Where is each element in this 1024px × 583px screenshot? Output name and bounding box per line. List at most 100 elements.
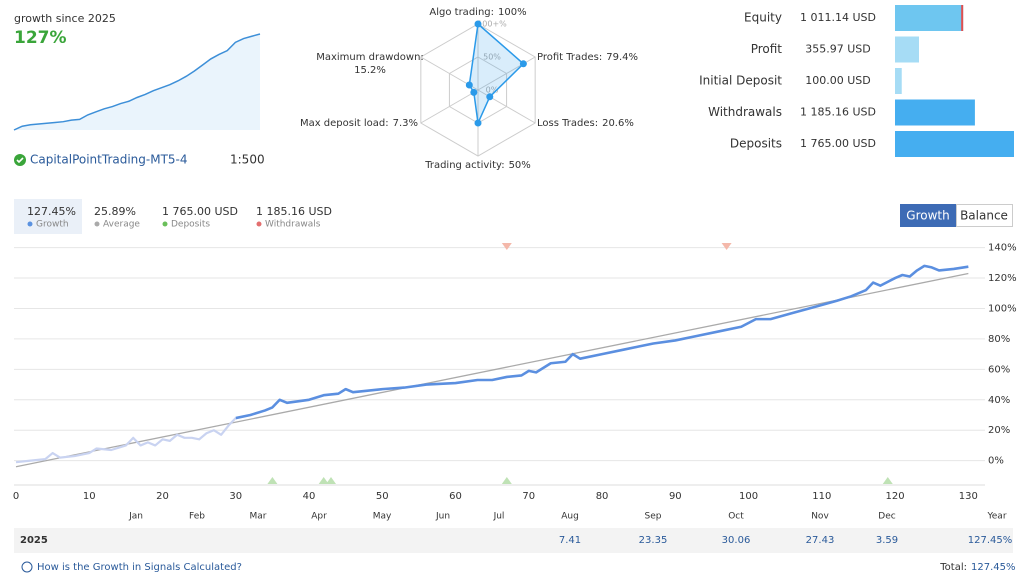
table-column: Jun (435, 512, 450, 522)
table-column: Mar (250, 512, 267, 522)
table-column: Apr (311, 512, 327, 522)
radar-point (519, 60, 527, 68)
help-link[interactable]: How is the Growth in Signals Calculated? (37, 562, 242, 573)
total-value: 127.45% (971, 562, 1016, 573)
radar-label: Maximum drawdown: 15.2% (316, 52, 424, 76)
growth-line (235, 264, 969, 420)
legend-dot (162, 221, 168, 227)
legend-dot (27, 221, 33, 227)
radar-label-value: 20.6% (602, 118, 634, 129)
table-column: Aug (561, 512, 579, 522)
leverage: 1:500 (230, 153, 265, 167)
table-column: Nov (811, 512, 829, 522)
table-column: Feb (189, 512, 205, 522)
radar-label-name: Algo trading: (429, 7, 494, 18)
stat-label: Withdrawals (708, 105, 782, 119)
radar-label: Profit Trades: 79.4% (537, 52, 638, 63)
radar-label: Max deposit load: 7.3% (300, 118, 418, 129)
legend-name: Withdrawals (265, 220, 321, 230)
stat-bar (895, 36, 920, 63)
help-icon (21, 561, 33, 573)
verified-check (16, 157, 24, 164)
legend-dot (256, 221, 262, 227)
table-year: 2025 (20, 535, 48, 546)
y-tick-label: 40% (988, 395, 1010, 406)
legend-value: 25.89% (94, 205, 136, 218)
radar-tick-label: 0% (486, 86, 499, 95)
table-cell: 23.35 (639, 535, 668, 546)
table-cell: 7.41 (559, 535, 581, 546)
radar-label-value: 79.4% (606, 52, 638, 63)
account-link[interactable]: CapitalPointTrading-MT5-4 (30, 153, 188, 167)
legend-value: 1 765.00 USD (162, 205, 238, 218)
x-tick-label: 70 (522, 491, 535, 502)
radar-label-value: 7.3% (393, 118, 418, 129)
stat-value: 1 011.14 USD (800, 11, 876, 24)
x-tick-label: 0 (13, 491, 19, 502)
x-tick-label: 110 (812, 491, 831, 502)
stat-value: 1 185.16 USD (800, 106, 876, 119)
x-tick-label: 50 (376, 491, 389, 502)
y-tick-label: 80% (988, 334, 1010, 345)
radar-point (465, 81, 473, 89)
stat-label: Initial Deposit (699, 74, 782, 88)
legend-dot (94, 221, 100, 227)
radar-label-name: Profit Trades: (537, 52, 602, 63)
radar-label: Algo trading: 100% (429, 7, 526, 18)
y-tick-label: 140% (988, 243, 1017, 254)
x-tick-label: 60 (449, 491, 462, 502)
x-tick-label: 40 (303, 491, 316, 502)
radar-point (470, 88, 478, 96)
legend-value: 1 185.16 USD (256, 205, 332, 218)
x-tick-label: 90 (669, 491, 682, 502)
balance-button-label[interactable]: Balance (960, 209, 1008, 223)
summary-value: 127% (14, 28, 67, 48)
radar-label-name: Maximum drawdown: (316, 52, 424, 63)
radar-label-value: 15.2% (354, 65, 386, 76)
legend-selected-bg (14, 199, 82, 234)
table-column: May (373, 512, 392, 522)
balance-button[interactable] (956, 204, 1013, 227)
radar-label: Trading activity: 50% (424, 160, 531, 171)
stat-value: 1 765.00 USD (800, 137, 876, 150)
stat-value: 355.97 USD (805, 43, 871, 56)
radar-spoke (420, 89, 479, 124)
radar-area (468, 22, 525, 126)
radar-point (474, 20, 482, 28)
sparkline-area (14, 34, 260, 130)
x-tick-label: 20 (156, 491, 169, 502)
stat-bar (895, 5, 964, 31)
growth-button-label[interactable]: Growth (906, 209, 949, 223)
growth-button[interactable] (900, 204, 956, 227)
x-tick-label: 30 (229, 491, 242, 502)
y-tick-label: 20% (988, 425, 1010, 436)
stat-bar (895, 68, 902, 94)
legend-name: Deposits (171, 220, 210, 230)
legend-name: Average (103, 220, 140, 230)
summary-label: growth since 2025 (14, 12, 116, 25)
withdrawal-marker (721, 243, 732, 250)
radar-label-name: Max deposit load: (300, 118, 389, 129)
legend-value: 127.45% (27, 205, 76, 218)
table-column: Oct (728, 512, 744, 522)
deposit-marker (318, 477, 329, 484)
table-total: 127.45% (968, 535, 1013, 546)
x-tick-label: 130 (959, 491, 978, 502)
x-tick-label: 10 (83, 491, 96, 502)
stat-bar (895, 131, 1014, 157)
radar-label-name: Loss Trades: (537, 118, 598, 129)
stat-label: Equity (744, 11, 782, 25)
legend-name: Growth (36, 220, 69, 230)
withdrawal-marker (501, 243, 512, 250)
y-tick-label: 0% (988, 456, 1004, 467)
table-column: Jul (493, 512, 505, 522)
y-tick-label: 120% (988, 273, 1017, 284)
x-tick-label: 120 (886, 491, 905, 502)
deposit-marker (501, 477, 512, 484)
table-cell: 3.59 (876, 535, 898, 546)
total-label: Total: (939, 562, 967, 573)
deposit-marker (882, 477, 893, 484)
radar-label: Loss Trades: 20.6% (537, 118, 634, 129)
y-tick-label: 60% (988, 364, 1010, 375)
